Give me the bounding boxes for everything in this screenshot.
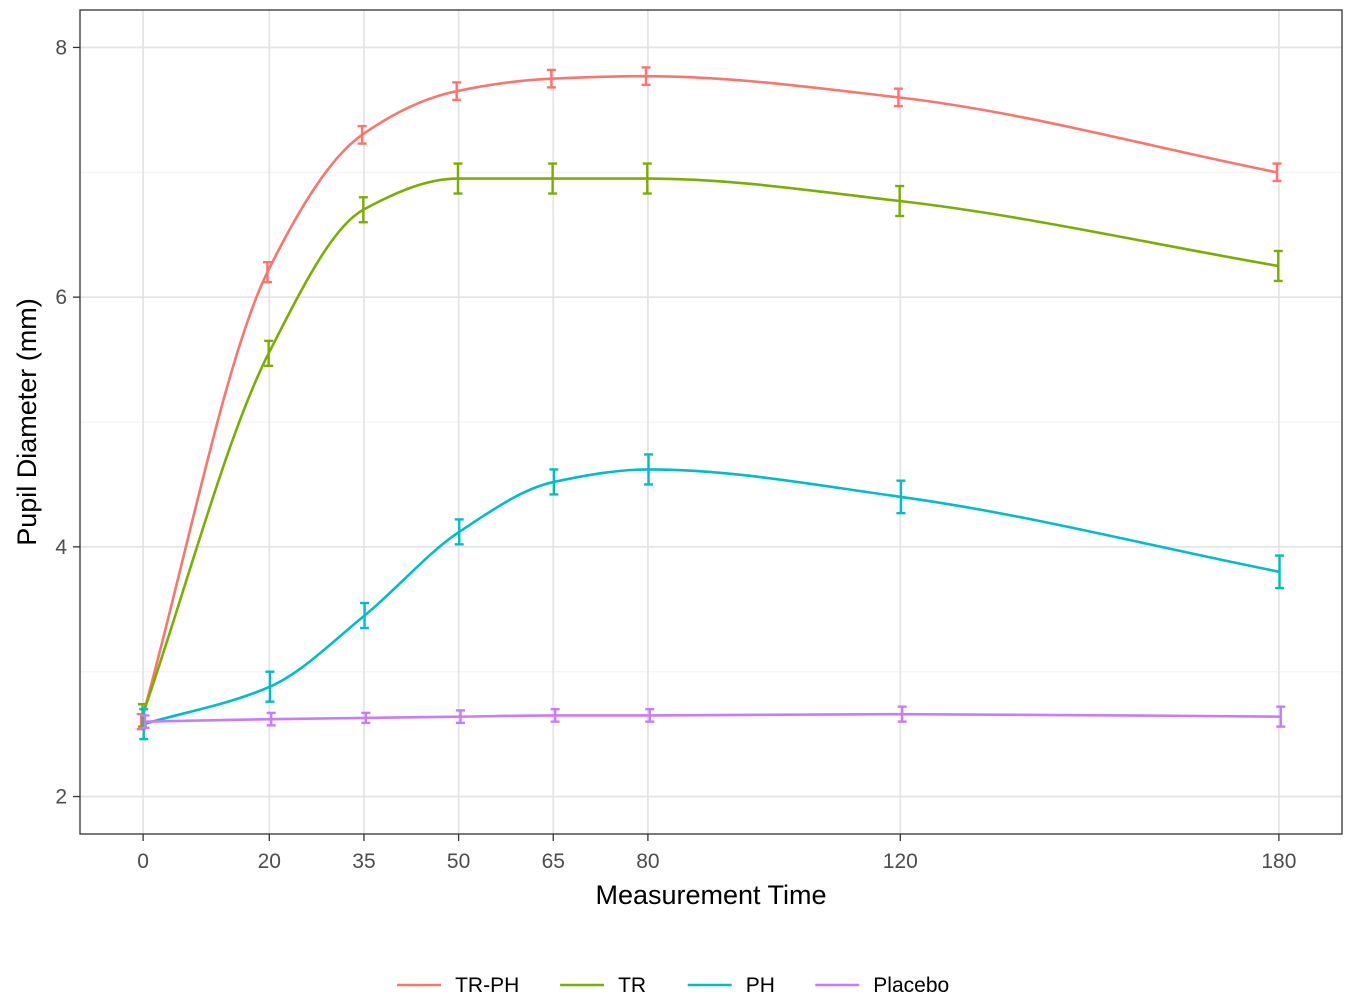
error-bar-placebo: [550, 707, 560, 723]
legend-label-ph: PH: [746, 974, 775, 997]
error-bar-tr-ph: [452, 81, 462, 102]
legend-label-placebo: Placebo: [873, 974, 949, 997]
error-bar-tr-ph: [893, 87, 903, 108]
x-tick-label: 35: [352, 850, 375, 873]
grid-major: [80, 10, 1342, 834]
panel-border: [79, 9, 1343, 835]
y-tick-label: 8: [55, 36, 67, 59]
legend: TR-PH TR PH Placebo: [397, 974, 949, 997]
y-tick-label: 2: [55, 786, 67, 809]
error-bar-tr: [1273, 249, 1283, 283]
x-tick-label: 0: [137, 850, 149, 873]
error-bar-tr-ph: [546, 68, 556, 89]
y-tick-labels: 2 4 6 8: [55, 36, 67, 808]
error-bar-ph: [360, 601, 370, 630]
y-tick-label: 4: [55, 536, 67, 559]
series-line-placebo: [144, 712, 1281, 723]
legend-item-tr-ph: TR-PH: [397, 974, 519, 997]
axis-ticks: [73, 46, 1280, 841]
series-line-ph: [143, 468, 1280, 726]
x-tick-labels: 0 20 35 50 65 80 120 180: [137, 850, 1296, 873]
x-tick-label: 20: [258, 850, 281, 873]
error-bar-placebo: [1276, 705, 1286, 728]
y-axis-title: Pupil Diameter (mm): [12, 298, 42, 546]
y-tick-label: 6: [55, 286, 67, 309]
error-bar-tr-ph: [641, 66, 651, 87]
legend-item-ph: PH: [687, 974, 775, 997]
series-layer: [136, 66, 1286, 741]
error-bar-ph: [896, 479, 906, 515]
error-bar-placebo: [266, 711, 276, 727]
series-tr: [137, 162, 1283, 728]
legend-label-tr-ph: TR-PH: [455, 974, 519, 997]
series-ph: [139, 453, 1285, 741]
series-tr-ph: [136, 66, 1282, 731]
error-bar-tr: [264, 339, 274, 368]
error-bar-placebo: [455, 709, 465, 725]
error-bar-tr-ph: [1272, 162, 1282, 183]
error-bar-ph: [139, 707, 149, 741]
error-bar-placebo: [140, 714, 150, 730]
error-bar-placebo: [897, 705, 907, 723]
error-bar-placebo: [361, 711, 371, 725]
legend-item-placebo: Placebo: [815, 974, 949, 997]
error-bar-ph: [1275, 554, 1285, 590]
error-bar-tr: [642, 162, 652, 195]
error-bar-ph: [454, 518, 464, 546]
series-line-tr: [141, 177, 1279, 716]
error-bar-ph: [549, 468, 559, 496]
error-bar-tr-ph: [262, 260, 272, 284]
x-tick-label: 180: [1261, 850, 1296, 873]
x-tick-label: 80: [636, 850, 659, 873]
x-tick-label: 65: [542, 850, 565, 873]
error-bar-tr: [358, 196, 368, 224]
error-bar-tr: [895, 184, 905, 218]
error-bar-tr: [548, 162, 558, 195]
series-line-tr-ph: [139, 74, 1278, 722]
grid-minor: [80, 171, 1342, 673]
legend-item-tr: TR: [560, 974, 646, 997]
error-bar-tr: [453, 162, 463, 195]
x-axis-title: Measurement Time: [595, 880, 826, 910]
error-bar-placebo: [645, 707, 655, 723]
legend-label-tr: TR: [618, 974, 646, 997]
x-tick-label: 120: [883, 850, 918, 873]
error-bar-ph: [644, 453, 654, 486]
error-bar-ph: [265, 670, 275, 703]
x-tick-label: 50: [447, 850, 470, 873]
error-bar-tr-ph: [357, 124, 367, 145]
series-placebo: [140, 705, 1286, 730]
